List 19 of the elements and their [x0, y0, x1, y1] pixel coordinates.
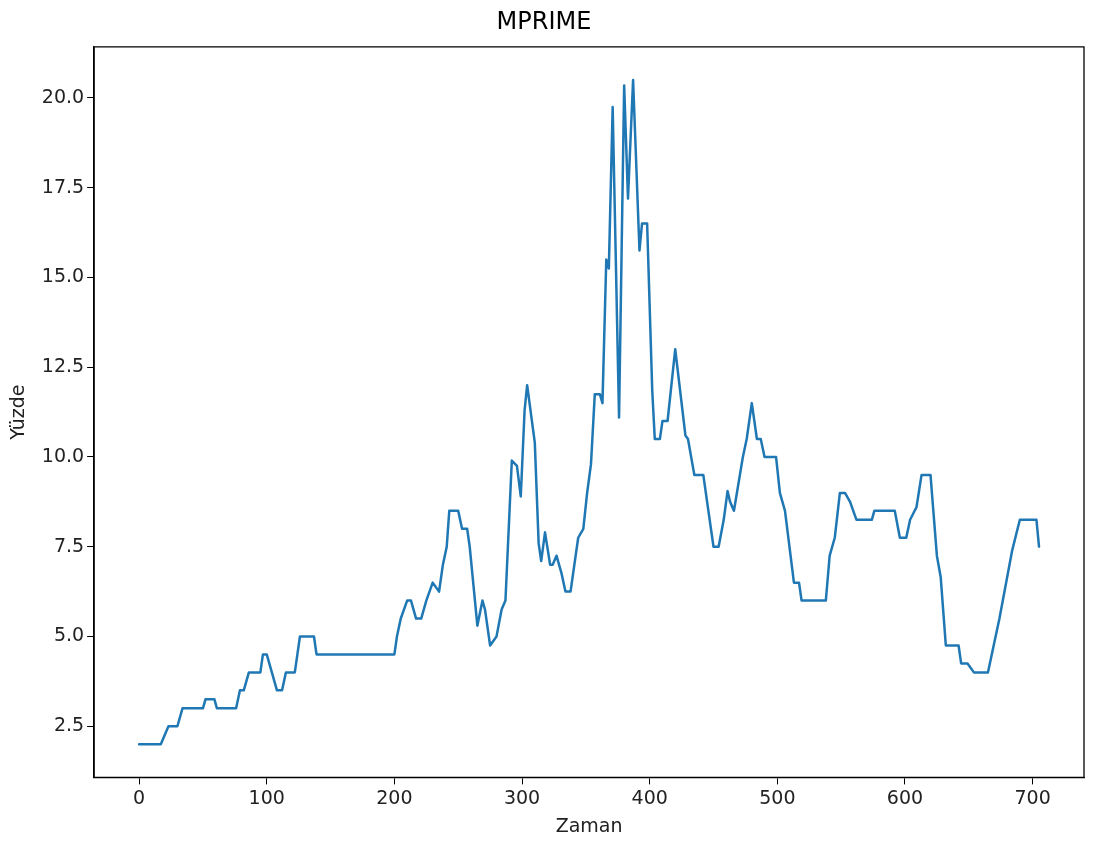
x-tick-label: 300	[503, 785, 541, 808]
x-tick-label: 100	[248, 785, 285, 808]
y-tick-label: 15.0	[41, 264, 85, 287]
y-tick-label: 7.5	[53, 533, 85, 556]
y-tick-label: 2.5	[53, 713, 85, 736]
y-tick-label: 5.0	[53, 623, 85, 646]
x-tick-label: 600	[886, 785, 924, 808]
y-tick-label: 17.5	[41, 174, 85, 197]
x-tick-label: 500	[759, 785, 796, 808]
x-axis-title: Zaman	[555, 813, 623, 836]
x-tick-label: 200	[376, 785, 413, 808]
chart-title: MPRIME	[496, 6, 592, 35]
x-tick-label: 0	[133, 785, 146, 808]
x-tick-label: 700	[1014, 785, 1051, 808]
y-tick-label: 20.0	[41, 84, 85, 107]
y-axis-title: Yüzde	[6, 384, 29, 441]
y-tick-label: 12.5	[41, 354, 85, 377]
y-tick-label: 10.0	[41, 443, 85, 466]
x-tick-label: 400	[631, 785, 668, 808]
